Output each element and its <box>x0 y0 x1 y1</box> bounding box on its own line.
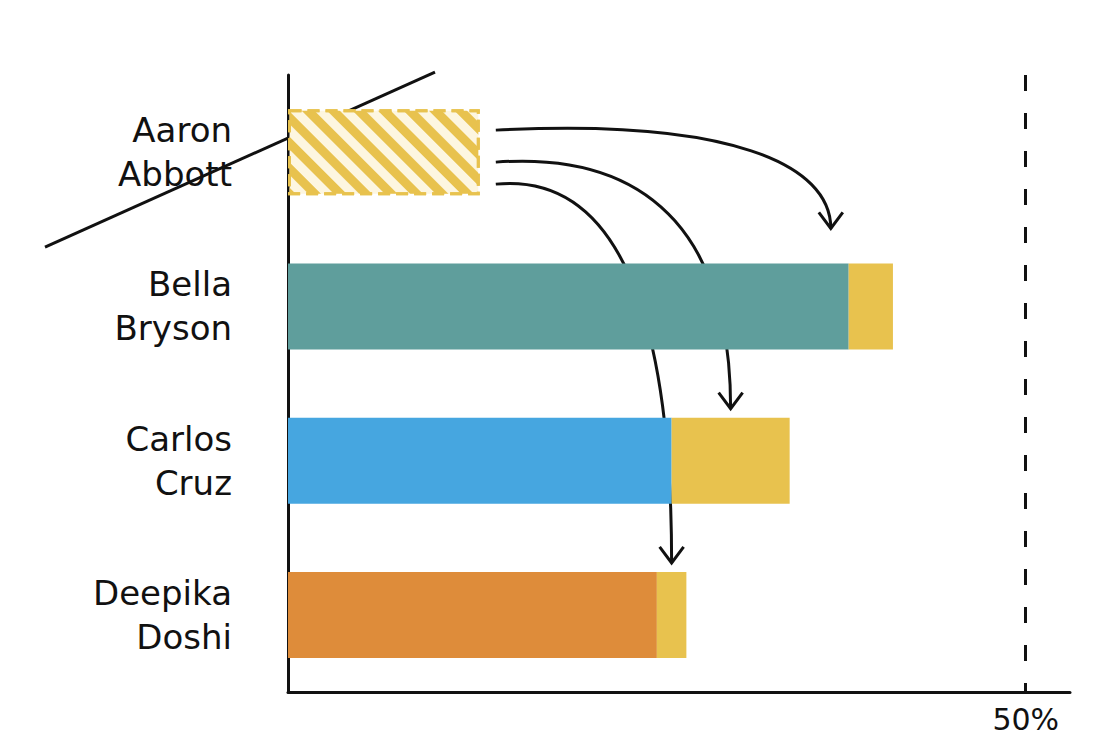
svg-text:Carlos: Carlos <box>125 419 232 459</box>
svg-text:Aaron: Aaron <box>132 110 232 150</box>
svg-text:Bella: Bella <box>148 264 232 304</box>
svg-text:Deepika: Deepika <box>93 573 232 613</box>
svg-text:Abbott: Abbott <box>118 154 232 194</box>
svg-text:Cruz: Cruz <box>155 463 232 503</box>
svg-text:Bryson: Bryson <box>115 308 233 348</box>
svg-text:50%: 50% <box>992 702 1059 732</box>
svg-text:Doshi: Doshi <box>136 617 232 657</box>
